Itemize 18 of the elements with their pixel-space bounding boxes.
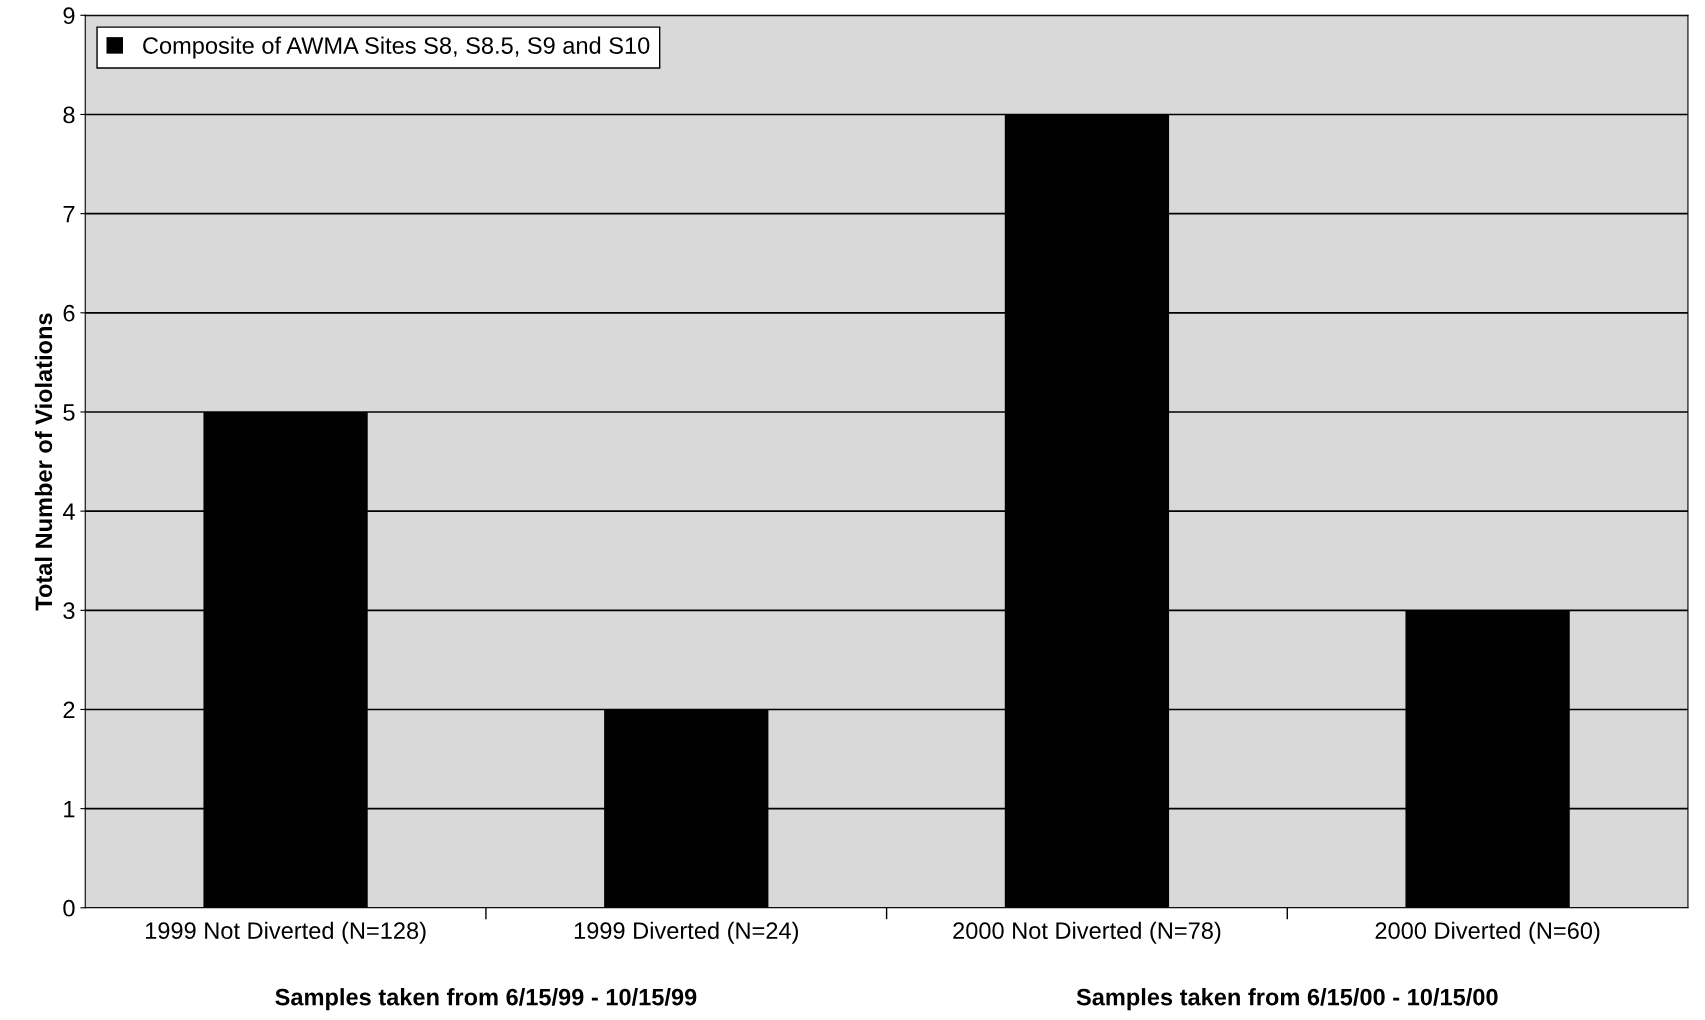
y-tick-label: 0 [63, 899, 75, 917]
y-tick-label: 1 [64, 800, 75, 818]
text: Samples taken from 6/15/00 - 10/15/00 [1076, 988, 1498, 1011]
y-tick-label: 5 [63, 404, 75, 421]
y-tick-label: 7 [63, 205, 75, 223]
x-tick-label: 2000 Not Diverted (N=78) [953, 921, 1221, 944]
y-tick-label: 2 [63, 701, 75, 719]
y-tick-label: 8 [63, 106, 75, 124]
y-tick-label: 3 [63, 602, 75, 620]
legend-label: Composite of AWMA Sites S8, S8.5, S9 and S10 [143, 36, 650, 59]
y-tick-label: 4 [62, 503, 75, 520]
y-tick-label: 6 [63, 304, 75, 322]
x-tick-label: 1999 Not Diverted (N=128) [145, 921, 426, 944]
text: Samples taken from 6/15/99 - 10/15/99 [275, 988, 697, 1011]
y-tick-label: 9 [63, 7, 75, 25]
y-axis-title: Total Number of Violations [34, 313, 53, 611]
x-tick-label: 2000 Diverted (N=60) [1375, 921, 1600, 944]
x-tick-label: 1999 Diverted (N=24) [574, 921, 798, 944]
